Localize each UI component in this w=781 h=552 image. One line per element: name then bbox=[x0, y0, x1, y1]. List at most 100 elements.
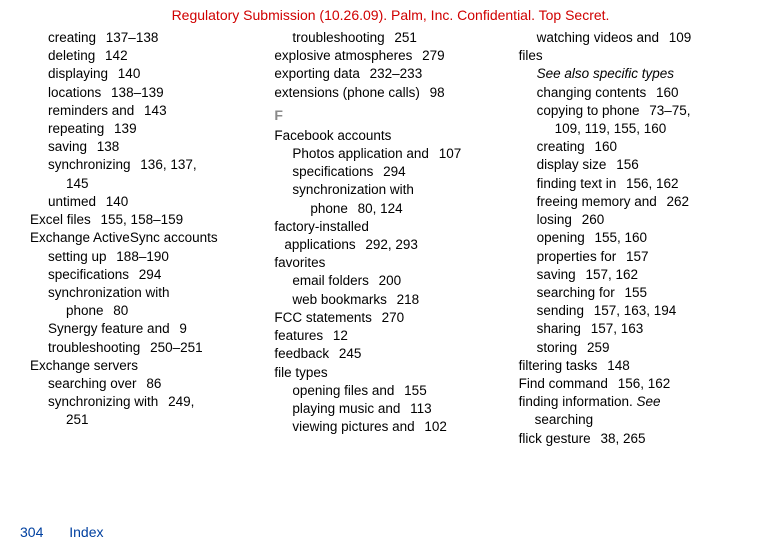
index-pages: 294 bbox=[373, 164, 405, 179]
index-entry: reminders and 143 bbox=[48, 102, 266, 120]
index-pages: 294 bbox=[129, 267, 161, 282]
index-entry: freeing memory and 262 bbox=[537, 193, 755, 211]
index-term: sending bbox=[537, 303, 584, 318]
index-term: features bbox=[274, 328, 323, 343]
index-entry: display size 156 bbox=[537, 156, 755, 174]
index-entry: copying to phone 73–75, 109, 119, 155, 1… bbox=[537, 102, 755, 138]
index-pages: 73–75, bbox=[640, 103, 691, 118]
index-entry: properties for 157 bbox=[537, 248, 755, 266]
index-term: opening bbox=[537, 230, 585, 245]
index-entry: troubleshooting 250–251 bbox=[48, 339, 266, 357]
confidential-header: Regulatory Submission (10.26.09). Palm, … bbox=[0, 0, 781, 29]
index-column-3: watching videos and 109filesSee also spe… bbox=[519, 29, 763, 448]
index-pages: 157 bbox=[616, 249, 648, 264]
index-pages: 155 bbox=[394, 383, 426, 398]
index-term: Excel files bbox=[30, 212, 91, 227]
index-term: specifications bbox=[292, 164, 373, 179]
index-columns: creating 137–138deleting 142displaying 1… bbox=[0, 29, 781, 448]
index-entry: extensions (phone calls) 98 bbox=[274, 84, 510, 102]
index-pages: 155, 160 bbox=[585, 230, 647, 245]
index-term: flick gesture bbox=[519, 431, 591, 446]
index-term-cont: phone 80, 124 bbox=[292, 200, 510, 218]
index-pages: 38, 265 bbox=[591, 431, 646, 446]
index-term: opening files and bbox=[292, 383, 394, 398]
index-pages: 160 bbox=[585, 139, 617, 154]
index-entry: searching for 155 bbox=[537, 284, 755, 302]
index-column-1: creating 137–138deleting 142displaying 1… bbox=[30, 29, 274, 448]
index-term: creating bbox=[537, 139, 585, 154]
index-term: sharing bbox=[537, 321, 581, 336]
index-pages: 232–233 bbox=[360, 66, 422, 81]
index-term: Facebook accounts bbox=[274, 128, 391, 143]
index-entry: filtering tasks 148 bbox=[519, 357, 755, 375]
index-pages: 200 bbox=[369, 273, 401, 288]
index-entry: locations 138–139 bbox=[48, 84, 266, 102]
index-entry: Exchange servers bbox=[30, 357, 266, 375]
index-entry: saving 138 bbox=[48, 138, 266, 156]
index-entry: saving 157, 162 bbox=[537, 266, 755, 284]
index-entry: FCC statements 270 bbox=[274, 309, 510, 327]
index-term: troubleshooting bbox=[292, 30, 384, 45]
index-pages: 157, 163 bbox=[581, 321, 643, 336]
index-pages: 259 bbox=[577, 340, 609, 355]
index-entry: favorites bbox=[274, 254, 510, 272]
index-term: Photos application and bbox=[292, 146, 429, 161]
index-pages: 140 bbox=[108, 66, 140, 81]
index-term: displaying bbox=[48, 66, 108, 81]
index-term: creating bbox=[48, 30, 96, 45]
index-pages: 270 bbox=[372, 310, 404, 325]
index-entry: sharing 157, 163 bbox=[537, 320, 755, 338]
index-term: exporting data bbox=[274, 66, 360, 81]
index-entry: creating 137–138 bbox=[48, 29, 266, 47]
index-pages: 251 bbox=[385, 30, 417, 45]
index-pages: 156, 162 bbox=[616, 176, 678, 191]
index-column-2: troubleshooting 251 explosive atmospheres… bbox=[274, 29, 518, 448]
index-pages: 245 bbox=[329, 346, 361, 361]
index-term: synchronization with bbox=[292, 182, 414, 197]
index-term: specifications bbox=[48, 267, 129, 282]
index-entry: repeating 139 bbox=[48, 120, 266, 138]
index-term: playing music and bbox=[292, 401, 400, 416]
index-entry: files bbox=[519, 47, 755, 65]
index-term: filtering tasks bbox=[519, 358, 598, 373]
index-pages: 107 bbox=[429, 146, 461, 161]
index-term: searching for bbox=[537, 285, 615, 300]
index-pages: 143 bbox=[134, 103, 166, 118]
index-term: untimed bbox=[48, 194, 96, 209]
index-term: properties for bbox=[537, 249, 617, 264]
index-pages: 148 bbox=[597, 358, 629, 373]
index-term: troubleshooting bbox=[48, 340, 140, 355]
index-entry: finding text in 156, 162 bbox=[537, 175, 755, 193]
index-term: FCC statements bbox=[274, 310, 372, 325]
index-term: explosive atmospheres bbox=[274, 48, 412, 63]
index-pages: 155 bbox=[615, 285, 647, 300]
index-pages: 218 bbox=[387, 292, 419, 307]
index-entry: specifications 294 bbox=[292, 163, 510, 181]
page-footer: 304 Index bbox=[20, 523, 104, 542]
index-term: extensions (phone calls) bbox=[274, 85, 420, 100]
index-term: synchronizing bbox=[48, 157, 131, 172]
index-term: synchronizing with bbox=[48, 394, 158, 409]
index-pages: 86 bbox=[137, 376, 162, 391]
index-entry: finding information. Seesearching bbox=[519, 393, 755, 429]
index-entry: web bookmarks 218 bbox=[292, 291, 510, 309]
index-pages: 292, 293 bbox=[356, 237, 418, 252]
index-pages: 262 bbox=[657, 194, 689, 209]
index-entry: storing 259 bbox=[537, 339, 755, 357]
index-entry: specifications 294 bbox=[48, 266, 266, 284]
index-pages: 260 bbox=[572, 212, 604, 227]
index-term: locations bbox=[48, 85, 101, 100]
index-entry: opening files and 155 bbox=[292, 382, 510, 400]
index-pages: 250–251 bbox=[140, 340, 202, 355]
index-pages: 109 bbox=[659, 30, 691, 45]
index-term: See also specific types bbox=[537, 66, 674, 81]
index-entry: factory-installedapplications 292, 293 bbox=[274, 218, 510, 254]
index-pages: 140 bbox=[96, 194, 128, 209]
index-entry: synchronizing 136, 137, 145 bbox=[48, 156, 266, 192]
index-see: See bbox=[636, 394, 660, 409]
index-term: reminders and bbox=[48, 103, 134, 118]
index-entry: file types bbox=[274, 364, 510, 382]
index-entry: untimed 140 bbox=[48, 193, 266, 211]
index-pages: 142 bbox=[95, 48, 127, 63]
index-entry: exporting data 232–233 bbox=[274, 65, 510, 83]
